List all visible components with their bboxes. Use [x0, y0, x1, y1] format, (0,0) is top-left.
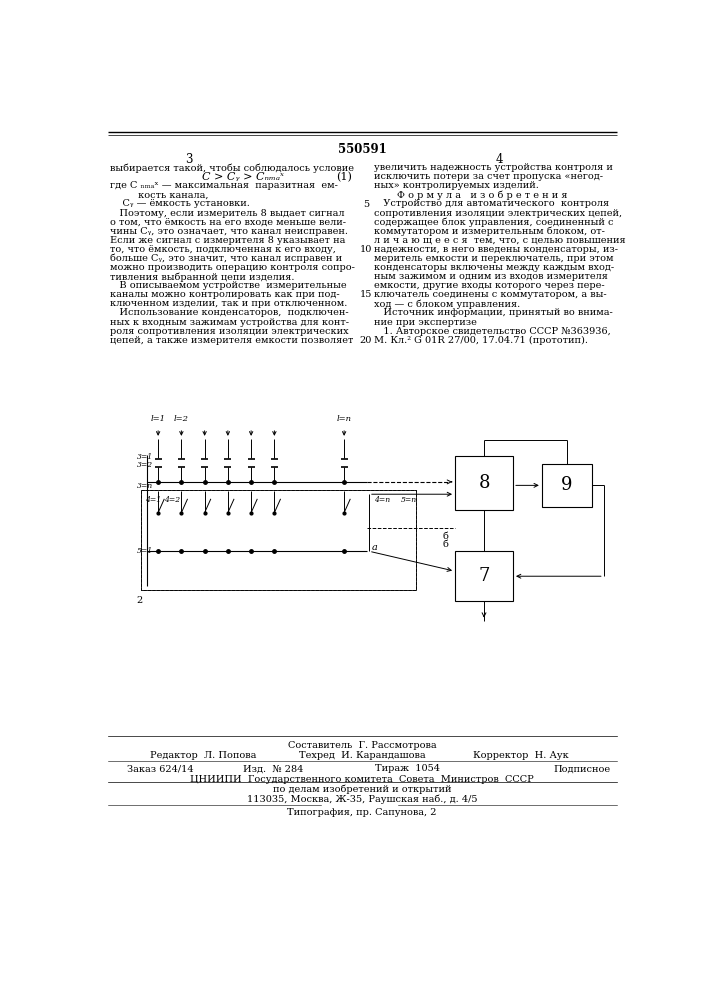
- Text: Источник информации, принятый во внима-: Источник информации, принятый во внима-: [373, 308, 612, 317]
- Text: ным зажимом и одним из входов измерителя: ным зажимом и одним из входов измерителя: [373, 272, 607, 281]
- Text: Ф о р м у л а   и з о б р е т е н и я: Ф о р м у л а и з о б р е т е н и я: [397, 190, 567, 200]
- Text: сопротивления изоляции электрических цепей,: сопротивления изоляции электрических цеп…: [373, 209, 621, 218]
- Text: ных к входным зажимам устройства для конт-: ных к входным зажимам устройства для кон…: [110, 318, 349, 327]
- Text: l=2: l=2: [174, 415, 189, 423]
- Text: 4: 4: [496, 153, 503, 166]
- Text: б: б: [443, 532, 448, 541]
- Text: увеличить надежность устройства контроля и: увеличить надежность устройства контроля…: [373, 163, 612, 172]
- Text: Составитель  Г. Рассмотрова: Составитель Г. Рассмотрова: [288, 741, 436, 750]
- Text: 113035, Москва, Ж-35, Раушская наб., д. 4/5: 113035, Москва, Ж-35, Раушская наб., д. …: [247, 795, 477, 804]
- Text: 20: 20: [360, 336, 372, 345]
- Text: 3=n: 3=n: [136, 482, 153, 490]
- Text: то, что ёмкость, подключенная к его входу,: то, что ёмкость, подключенная к его вход…: [110, 245, 336, 254]
- Text: чины Cᵧ, это означает, что канал неисправен.: чины Cᵧ, это означает, что канал неиспра…: [110, 227, 348, 236]
- Text: б: б: [443, 540, 448, 549]
- Text: 7: 7: [479, 567, 490, 585]
- Text: Использование конденсаторов,  подключен-: Использование конденсаторов, подключен-: [110, 308, 349, 317]
- Text: 4=2: 4=2: [164, 496, 180, 504]
- Text: цепей, а также измерителя емкости позволяет: цепей, а также измерителя емкости позвол…: [110, 336, 354, 345]
- Text: ЦНИИПИ  Государственного комитета  Совета  Министров  СССР: ЦНИИПИ Государственного комитета Совета …: [190, 774, 534, 784]
- Text: емкости, другие входы которого через пере-: емкости, другие входы которого через пер…: [373, 281, 604, 290]
- Text: 9: 9: [561, 476, 573, 494]
- Bar: [455, 551, 513, 601]
- Text: ние при экспертизе: ние при экспертизе: [373, 318, 477, 327]
- Text: Подписное: Подписное: [554, 764, 611, 773]
- Bar: [141, 490, 416, 590]
- Text: тивления выбранной цепи изделия.: тивления выбранной цепи изделия.: [110, 272, 295, 282]
- Text: ных» контролируемых изделий.: ных» контролируемых изделий.: [373, 181, 539, 190]
- Text: выбирается такой, чтобы соблюдалось условие: выбирается такой, чтобы соблюдалось усло…: [110, 163, 354, 173]
- Text: Устройство для автоматического  контроля: Устройство для автоматического контроля: [373, 199, 609, 208]
- Text: больше Cᵧ, это значит, что канал исправен и: больше Cᵧ, это значит, что канал исправе…: [110, 254, 342, 263]
- Text: (1): (1): [337, 172, 352, 183]
- Text: Cᵧ — ёмкость установки.: Cᵧ — ёмкость установки.: [110, 199, 250, 208]
- Text: 4=n: 4=n: [373, 496, 390, 504]
- Text: 8: 8: [478, 474, 490, 492]
- Text: коммутатором и измерительным блоком, от-: коммутатором и измерительным блоком, от-: [373, 227, 604, 236]
- Text: Поэтому, если измеритель 8 выдает сигнал: Поэтому, если измеритель 8 выдает сигнал: [110, 209, 344, 218]
- Text: о том, что ёмкость на его входе меньше вели-: о том, что ёмкость на его входе меньше в…: [110, 218, 346, 227]
- Text: М. Кл.² G 01R 27/00, 17.04.71 (прототип).: М. Кл.² G 01R 27/00, 17.04.71 (прототип)…: [373, 336, 588, 345]
- Text: где C ₙₘₐˣ — максимальная  паразитная  ем-: где C ₙₘₐˣ — максимальная паразитная ем-: [110, 181, 338, 190]
- Text: Техред  И. Карандашова: Техред И. Карандашова: [298, 751, 426, 760]
- Text: конденсаторы включены между каждым вход-: конденсаторы включены между каждым вход-: [373, 263, 614, 272]
- Text: 3: 3: [185, 153, 193, 166]
- Text: а: а: [371, 543, 377, 552]
- Text: исключить потери за счет пропуска «негод-: исключить потери за счет пропуска «негод…: [373, 172, 602, 181]
- Bar: [141, 490, 416, 590]
- Text: ход — с блоком управления.: ход — с блоком управления.: [373, 299, 520, 309]
- Text: л и ч а ю щ е е с я  тем, что, с целью повышения: л и ч а ю щ е е с я тем, что, с целью по…: [373, 236, 625, 245]
- Text: Заказ 624/14: Заказ 624/14: [127, 764, 194, 773]
- Text: 15: 15: [360, 290, 372, 299]
- Text: 2: 2: [136, 596, 143, 605]
- Text: Если же сигнал с измерителя 8 указывает на: Если же сигнал с измерителя 8 указывает …: [110, 236, 346, 245]
- Text: каналы можно контролировать как при под-: каналы можно контролировать как при под-: [110, 290, 339, 299]
- Text: содержащее блок управления, соединенный с: содержащее блок управления, соединенный …: [373, 218, 613, 227]
- Text: 5=1: 5=1: [136, 547, 153, 555]
- Text: по делам изобретений и открытий: по делам изобретений и открытий: [273, 785, 451, 794]
- Text: можно производить операцию контроля сопро-: можно производить операцию контроля сопр…: [110, 263, 355, 272]
- Text: 5=n: 5=n: [401, 496, 417, 504]
- Text: надежности, в него введены конденсаторы, из-: надежности, в него введены конденсаторы,…: [373, 245, 618, 254]
- Text: l=n: l=n: [337, 415, 351, 423]
- Text: В описываемом устройстве  измерительные: В описываемом устройстве измерительные: [110, 281, 346, 290]
- Text: Корректор  Н. Аук: Корректор Н. Аук: [473, 751, 569, 760]
- Text: 10: 10: [360, 245, 372, 254]
- Text: C > Cᵧ > Cₙₘₐˣ: C > Cᵧ > Cₙₘₐˣ: [202, 172, 284, 182]
- Text: Тираж  1054: Тираж 1054: [375, 764, 440, 773]
- Text: роля сопротивления изоляции электрических: роля сопротивления изоляции электрически…: [110, 327, 349, 336]
- Text: 5: 5: [363, 200, 369, 209]
- Text: 3=2: 3=2: [136, 461, 153, 469]
- Text: 1. Авторское свидетельство СССР №363936,: 1. Авторское свидетельство СССР №363936,: [373, 327, 610, 336]
- Text: Типография, пр. Сапунова, 2: Типография, пр. Сапунова, 2: [287, 808, 437, 817]
- Bar: [542, 464, 592, 507]
- Text: Редактор  Л. Попова: Редактор Л. Попова: [151, 751, 257, 760]
- Text: 550591: 550591: [337, 143, 386, 156]
- Text: ключенном изделии, так и при отключенном.: ключенном изделии, так и при отключенном…: [110, 299, 347, 308]
- Text: l=1: l=1: [151, 415, 165, 423]
- Text: Изд.  № 284: Изд. № 284: [243, 764, 304, 773]
- Text: меритель емкости и переключатель, при этом: меритель емкости и переключатель, при эт…: [373, 254, 613, 263]
- Text: кость канала,: кость канала,: [110, 190, 209, 199]
- Bar: [455, 456, 513, 510]
- Text: 4=1: 4=1: [145, 496, 161, 504]
- Text: ключатель соединены с коммутатором, а вы-: ключатель соединены с коммутатором, а вы…: [373, 290, 606, 299]
- Text: 3=1: 3=1: [136, 453, 153, 461]
